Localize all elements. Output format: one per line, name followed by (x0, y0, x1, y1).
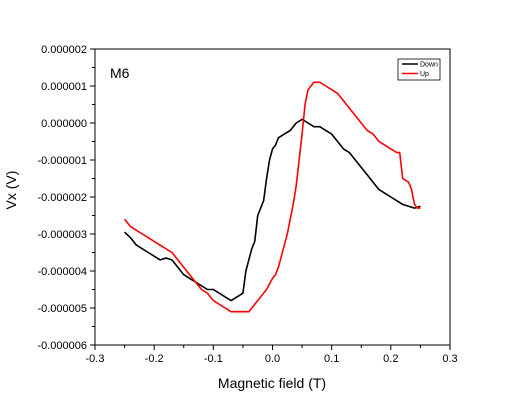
series-layer (123, 81, 421, 313)
y-tick-label: -0.000001 (37, 155, 87, 167)
x-tick-label: 0.0 (265, 353, 280, 365)
y-tick-label: -0.000005 (37, 303, 87, 315)
x-axis-title: Magnetic field (T) (218, 375, 326, 391)
legend: Down Up (397, 58, 441, 81)
x-tick-label: -0.3 (86, 353, 105, 365)
plot-area (94, 48, 451, 346)
y-axis-title: Vx (V) (3, 171, 19, 210)
x-axis-ticks: -0.3 -0.2 -0.1 0.0 0.1 0.2 0.3 (86, 345, 458, 365)
y-tick-label: -0.000006 (37, 340, 87, 352)
series-line-up (123, 81, 421, 313)
x-tick-label: 0.1 (324, 353, 339, 365)
x-tick-label: -0.1 (204, 353, 223, 365)
x-tick-label: -0.2 (145, 353, 164, 365)
legend-label-up: Up (420, 71, 429, 78)
legend-label-down: Down (420, 62, 438, 69)
y-tick-label: -0.000002 (37, 192, 87, 204)
y-tick-label: -0.000003 (37, 229, 87, 241)
panel-label: M6 (110, 65, 130, 81)
y-tick-label: 0.000002 (41, 44, 87, 56)
y-tick-label: 0.000001 (41, 81, 87, 93)
x-tick-label: 0.3 (442, 353, 457, 365)
x-tick-label: 0.2 (383, 353, 398, 365)
y-axis-ticks: -0.000006 -0.000005 -0.000004 -0.000003 -0.0… (37, 44, 95, 352)
y-tick-label: 0.000000 (41, 118, 87, 130)
series-line-down (124, 118, 421, 302)
y-tick-label: -0.000004 (37, 266, 87, 278)
